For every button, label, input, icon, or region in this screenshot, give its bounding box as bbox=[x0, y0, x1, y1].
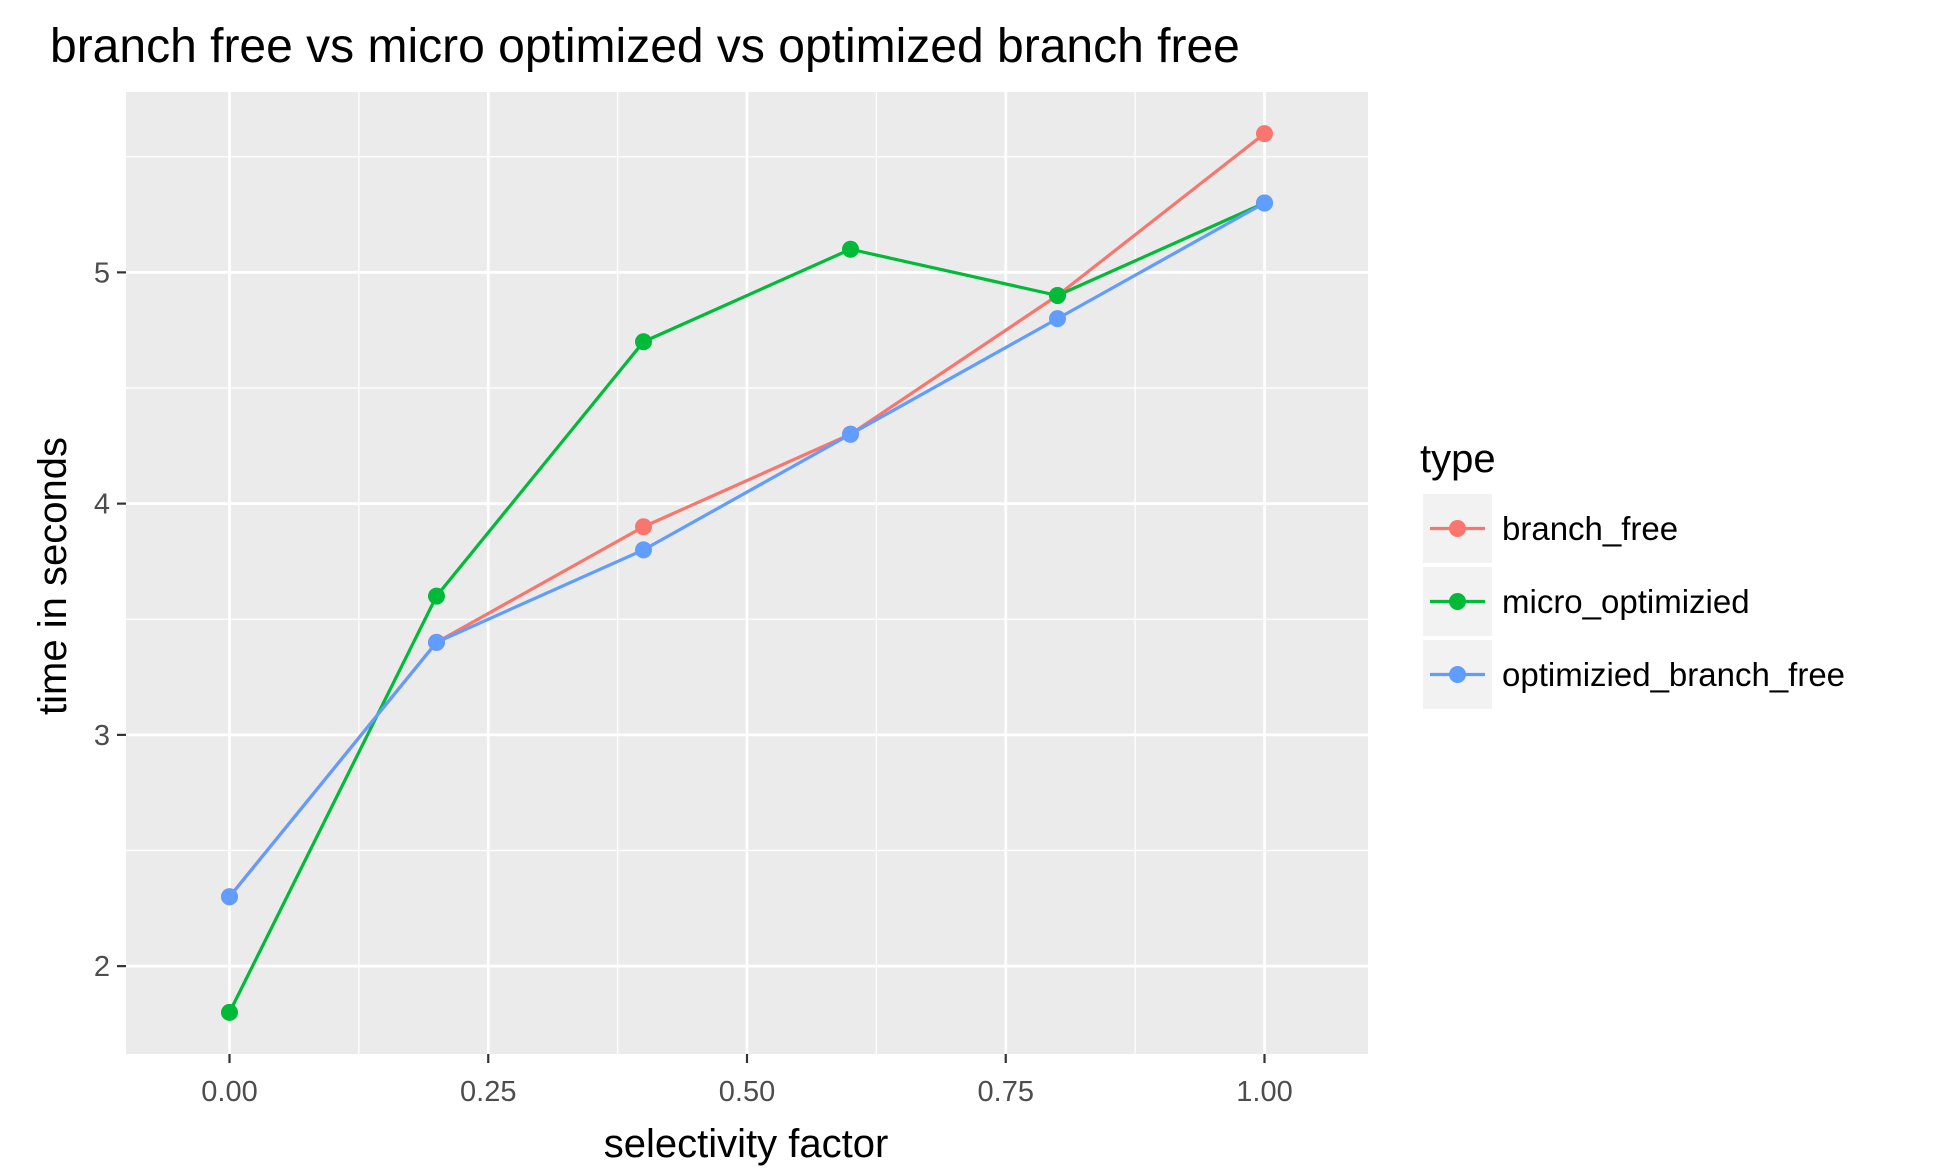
data-point-micro_optimizied bbox=[221, 1003, 238, 1021]
y-axis-title: time in seconds bbox=[31, 437, 75, 715]
data-point-micro_optimizied bbox=[842, 240, 859, 258]
data-point-micro_optimizied bbox=[428, 587, 445, 605]
legend-label-micro_optimizied: micro_optimizied bbox=[1502, 583, 1750, 620]
series-line-micro_optimizied bbox=[228, 201, 1266, 1014]
legend-title: type bbox=[1420, 437, 1496, 481]
data-point-micro_optimizied bbox=[635, 333, 652, 351]
legend-label-optimizied_branch_free: optimizied_branch_free bbox=[1502, 656, 1845, 693]
data-point-optimizied_branch_free bbox=[221, 888, 238, 906]
data-point-optimizied_branch_free bbox=[1049, 310, 1066, 328]
y-tick-label: 2 bbox=[94, 951, 110, 983]
legend-key-point bbox=[1449, 593, 1466, 610]
data-point-optimizied_branch_free bbox=[635, 541, 652, 559]
y-tick-label: 3 bbox=[94, 720, 110, 752]
x-tick-label: 0.50 bbox=[719, 1076, 775, 1108]
data-point-branch_free bbox=[635, 518, 652, 536]
x-tick-label: 1.00 bbox=[1236, 1076, 1292, 1108]
data-point-branch_free bbox=[1256, 125, 1273, 143]
chart-title: branch free vs micro optimized vs optimi… bbox=[50, 20, 1240, 73]
x-tick-label: 0.25 bbox=[460, 1076, 516, 1108]
legend-label-branch_free: branch_free bbox=[1502, 510, 1678, 547]
x-tick-label: 0.75 bbox=[978, 1076, 1034, 1108]
x-tick-label: 0.00 bbox=[201, 1076, 257, 1108]
data-point-micro_optimizied bbox=[1049, 287, 1066, 304]
plot-area bbox=[126, 92, 1368, 1054]
legend: type branch_free micro_optimizied optimizi… bbox=[1420, 437, 1845, 709]
data-point-optimizied_branch_free bbox=[842, 425, 859, 443]
y-tick-label: 4 bbox=[94, 489, 110, 521]
data-point-optimizied_branch_free bbox=[1256, 194, 1273, 212]
legend-key-point bbox=[1449, 520, 1466, 537]
legend-key-point bbox=[1449, 666, 1466, 683]
x-axis-title: selectivity factor bbox=[604, 1122, 889, 1166]
series-line-optimizied_branch_free bbox=[228, 201, 1266, 898]
y-tick-label: 5 bbox=[94, 257, 110, 289]
data-point-optimizied_branch_free bbox=[428, 633, 445, 651]
